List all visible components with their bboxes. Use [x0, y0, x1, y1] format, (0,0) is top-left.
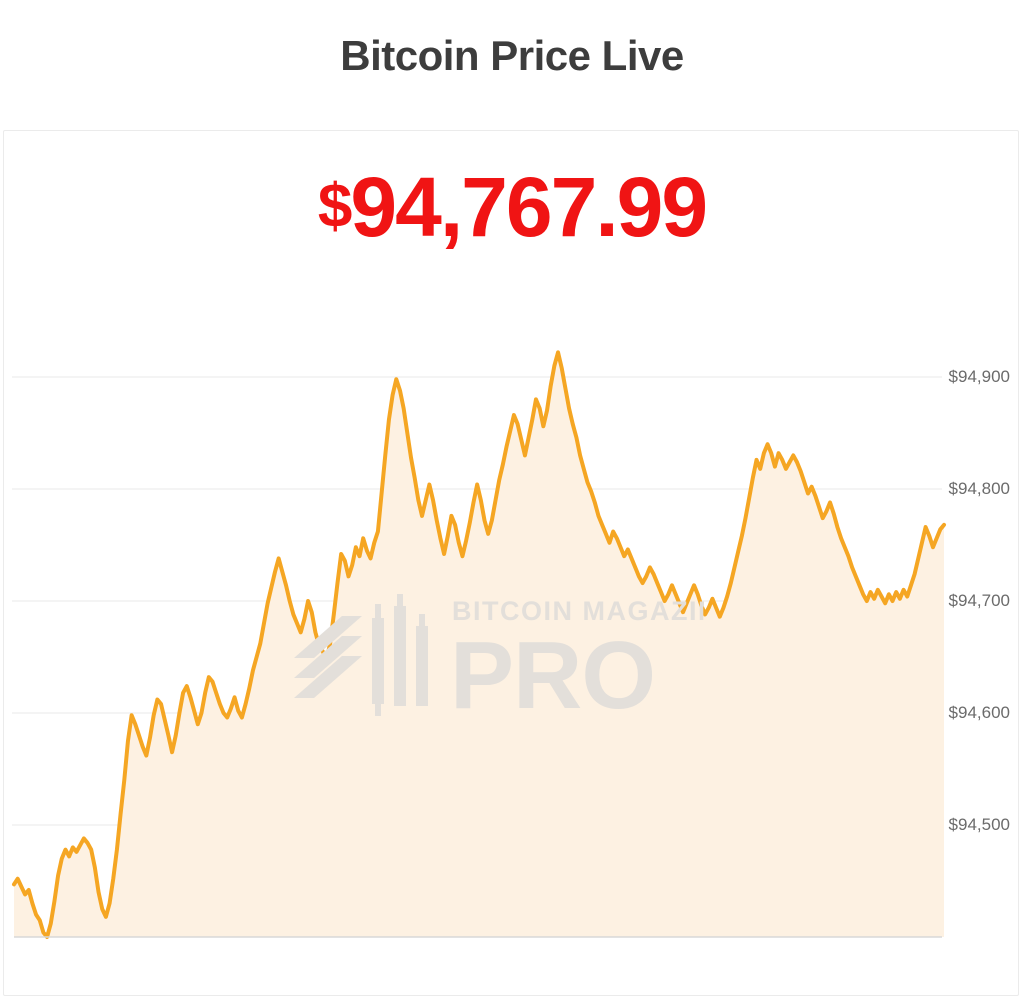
- price-currency-symbol: $: [317, 172, 353, 241]
- y-axis-tick-label: $94,700: [948, 591, 1010, 610]
- price-chart-plot-area[interactable]: BITCOIN MAGAZINE PRO $94,500$94,600$94,7…: [4, 191, 1018, 995]
- y-axis-tick-label: $94,800: [948, 479, 1010, 498]
- chart-area-fill: [14, 352, 944, 937]
- price-value: 94,767.99: [350, 160, 708, 254]
- y-axis-tick-label: $94,900: [948, 367, 1010, 386]
- chart-card: $94,767.99: [3, 130, 1019, 996]
- chart-line: [12, 350, 946, 939]
- price-chart-svg: [12, 350, 946, 939]
- y-axis-tick-label: $94,600: [948, 703, 1010, 722]
- y-axis-tick-label: $94,500: [948, 815, 1010, 834]
- page-title: Bitcoin Price Live: [340, 32, 684, 79]
- price-display: $94,767.99: [4, 165, 1018, 249]
